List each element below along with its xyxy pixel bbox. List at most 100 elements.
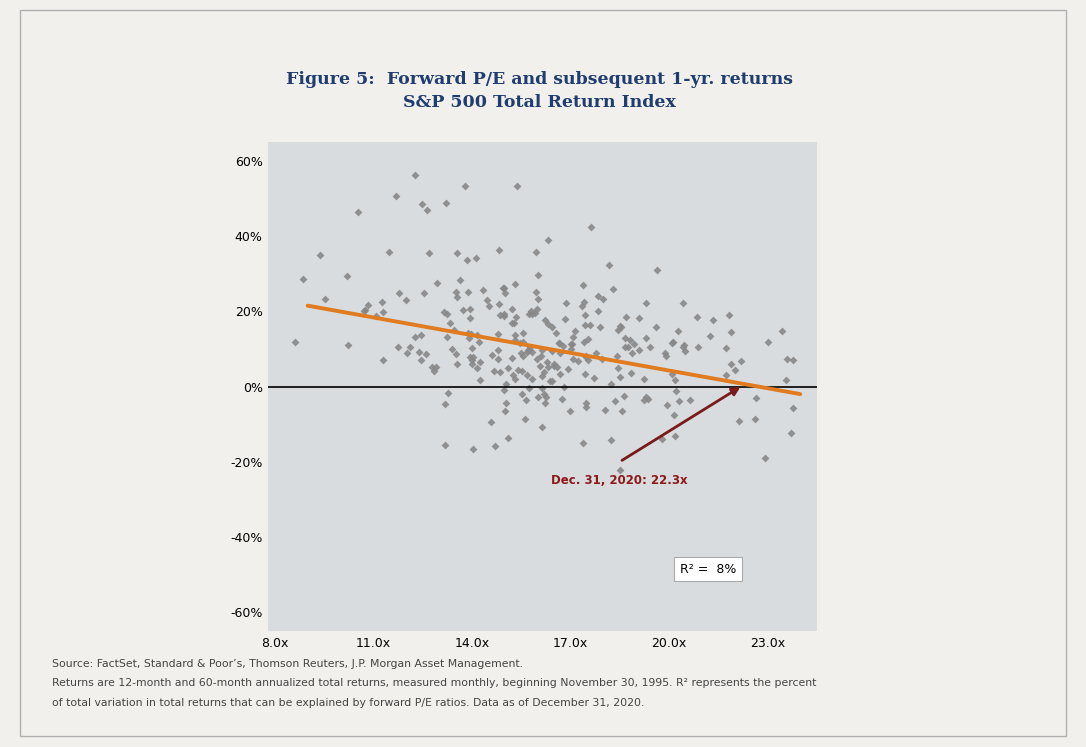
- Point: [506, 335, 523, 347]
- Point: [552, 368, 569, 380]
- Point: [589, 306, 606, 317]
- Point: [657, 347, 674, 359]
- Point: [494, 282, 512, 294]
- Point: [720, 309, 737, 321]
- Point: [520, 382, 538, 394]
- Point: [601, 259, 618, 271]
- Point: [470, 336, 488, 348]
- Point: [576, 336, 593, 348]
- Point: [616, 341, 633, 353]
- Point: [566, 325, 583, 337]
- Point: [465, 444, 482, 456]
- Point: [478, 294, 495, 306]
- Point: [413, 354, 430, 366]
- Point: [459, 285, 477, 297]
- Point: [759, 336, 776, 348]
- Point: [640, 394, 657, 406]
- Point: [577, 319, 594, 331]
- Point: [582, 319, 599, 331]
- Point: [464, 351, 481, 363]
- Point: [407, 169, 425, 181]
- Point: [500, 362, 517, 374]
- Point: [491, 366, 508, 378]
- Point: [460, 332, 478, 344]
- Point: [616, 332, 633, 344]
- Point: [727, 364, 744, 376]
- Point: [673, 297, 691, 309]
- Point: [312, 249, 329, 261]
- Point: [773, 326, 791, 338]
- Point: [316, 293, 333, 305]
- Point: [452, 274, 469, 286]
- Point: [399, 347, 416, 359]
- Point: [608, 350, 626, 362]
- Point: [469, 329, 487, 341]
- Point: [401, 341, 418, 353]
- Point: [705, 314, 722, 326]
- Point: [637, 297, 655, 309]
- Point: [497, 397, 515, 409]
- Point: [449, 247, 466, 258]
- Point: [462, 351, 479, 363]
- Point: [417, 348, 434, 360]
- Point: [577, 401, 594, 413]
- Text: of total variation in total returns that can be explained by forward P/E ratios.: of total variation in total returns that…: [52, 698, 644, 707]
- Point: [747, 392, 765, 404]
- Point: [561, 405, 579, 417]
- Point: [491, 309, 508, 321]
- Point: [635, 373, 653, 385]
- Point: [514, 365, 531, 377]
- Point: [536, 314, 554, 326]
- Point: [666, 374, 683, 385]
- Point: [482, 416, 500, 428]
- Point: [495, 282, 513, 294]
- Point: [690, 341, 707, 353]
- Point: [506, 329, 523, 341]
- Point: [658, 399, 675, 411]
- Point: [545, 360, 563, 372]
- Point: [515, 350, 532, 362]
- Point: [471, 374, 489, 385]
- Point: [597, 404, 615, 416]
- Point: [504, 353, 521, 365]
- Point: [563, 338, 580, 350]
- Point: [456, 180, 473, 192]
- Point: [495, 308, 513, 320]
- Point: [356, 305, 374, 317]
- Point: [523, 374, 541, 385]
- Point: [489, 328, 506, 340]
- Point: [490, 344, 507, 356]
- Point: [538, 356, 555, 368]
- Point: [626, 338, 643, 350]
- Point: [611, 371, 629, 382]
- Point: [619, 341, 636, 353]
- Point: [388, 190, 405, 202]
- Point: [603, 434, 620, 446]
- Point: [496, 287, 514, 299]
- Point: [574, 437, 592, 449]
- Point: [522, 306, 540, 317]
- Point: [508, 181, 526, 193]
- Point: [664, 368, 681, 379]
- Point: [648, 264, 666, 276]
- Point: [603, 378, 620, 390]
- Point: [530, 270, 547, 282]
- Point: [523, 347, 541, 359]
- Point: [491, 244, 508, 255]
- Point: [521, 341, 539, 353]
- Point: [459, 326, 477, 338]
- Point: [500, 433, 517, 444]
- Point: [551, 338, 568, 350]
- Text: Dec. 31, 2020: 22.3x: Dec. 31, 2020: 22.3x: [551, 474, 687, 488]
- Point: [468, 362, 485, 374]
- Point: [485, 365, 503, 377]
- Point: [520, 344, 538, 356]
- Point: [554, 340, 571, 352]
- Point: [559, 363, 577, 375]
- Point: [503, 303, 520, 314]
- Point: [579, 333, 596, 345]
- Point: [557, 297, 574, 309]
- Point: [541, 375, 558, 387]
- Point: [427, 362, 444, 374]
- Point: [551, 347, 568, 359]
